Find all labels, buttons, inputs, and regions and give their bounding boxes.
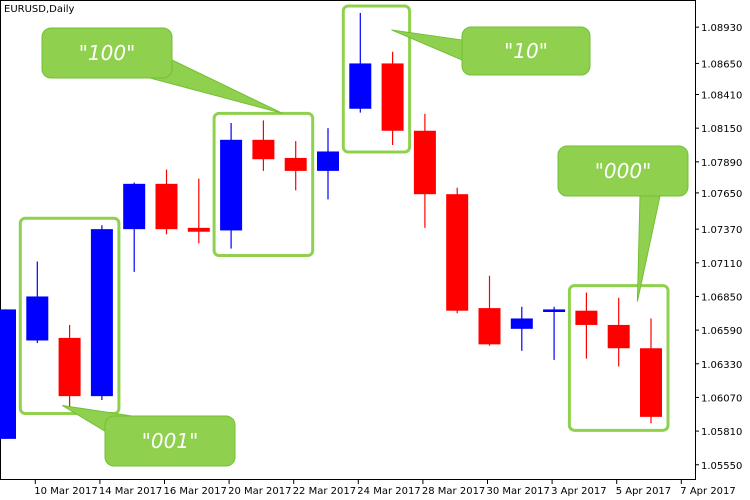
- candles: [0, 12, 662, 439]
- y-axis: 1.08930 1.08650 1.08410 1.08150 1.07890 1.076…: [695, 23, 742, 472]
- y-tick-label: 1.06590: [701, 326, 742, 337]
- x-tick-label: 30 Mar 2017: [487, 486, 550, 497]
- x-tick-label: 24 Mar 2017: [357, 486, 420, 497]
- candle-body: [381, 63, 404, 131]
- candle: [90, 225, 113, 401]
- candle-body: [26, 296, 49, 341]
- candle: [220, 122, 243, 249]
- callout-bubble: [41, 27, 173, 79]
- y-tick-label: 1.08930: [701, 23, 742, 34]
- candle-body: [575, 310, 598, 325]
- candle: [155, 169, 178, 235]
- pattern-box: [212, 111, 315, 258]
- candle: [284, 141, 307, 191]
- x-tick-label: 10 Mar 2017: [34, 486, 97, 497]
- y-tick-label: 1.08150: [701, 124, 742, 135]
- callout: "100": [41, 27, 283, 114]
- y-tick-label: 1.05550: [701, 461, 742, 472]
- y-tick-label: 1.07890: [701, 158, 742, 169]
- callout-bubble: [557, 145, 689, 197]
- y-tick-label: 1.06330: [701, 360, 742, 371]
- candle-body: [446, 194, 469, 311]
- candle-body: [123, 183, 146, 230]
- callout-label: "10": [504, 39, 548, 63]
- candle: [381, 51, 404, 145]
- x-tick-label: 22 Mar 2017: [293, 486, 356, 497]
- candle-body: [317, 151, 339, 171]
- callout-label: "100": [79, 41, 136, 65]
- candle: [0, 309, 16, 439]
- callouts: "100" "10" "001" "000": [41, 26, 689, 467]
- candle-body: [220, 139, 243, 231]
- candle: [640, 318, 662, 424]
- y-tick-label: 1.07650: [701, 189, 742, 200]
- candle-body: [284, 157, 307, 171]
- pattern-box: [341, 4, 412, 154]
- plot-frame: [0, 0, 696, 480]
- candle-body: [510, 318, 533, 329]
- callout-pointer: [391, 29, 463, 61]
- candle-body: [413, 130, 436, 195]
- x-tick-label: 20 Mar 2017: [228, 486, 291, 497]
- callout: "000": [557, 145, 689, 302]
- x-tick-label: 7 Apr 2017: [680, 486, 735, 497]
- pattern-boxes: [18, 4, 670, 432]
- candle-body: [640, 348, 662, 417]
- candle-body: [155, 183, 178, 230]
- candle: [510, 306, 533, 351]
- x-tick-label: 3 Apr 2017: [551, 486, 606, 497]
- y-tick-label: 1.06070: [701, 393, 742, 404]
- callout-bubble: [461, 26, 591, 76]
- candle: [446, 187, 469, 314]
- candle: [607, 297, 630, 367]
- candle-body: [543, 309, 566, 312]
- y-tick-label: 1.08650: [701, 59, 742, 70]
- pattern-box: [18, 216, 121, 416]
- x-tick-label: 28 Mar 2017: [422, 486, 485, 497]
- candle-body: [478, 308, 501, 345]
- candle-body: [607, 324, 630, 349]
- candle: [478, 275, 501, 346]
- y-tick-label: 1.05810: [701, 427, 742, 438]
- candle: [26, 261, 49, 344]
- candle-body: [252, 139, 275, 160]
- candle: [349, 12, 372, 113]
- callout-label: "000": [595, 159, 652, 183]
- candle-body: [90, 229, 113, 397]
- candle-body: [58, 337, 81, 397]
- candle: [543, 306, 566, 360]
- candle: [575, 292, 598, 359]
- candle: [187, 178, 210, 244]
- chart-title: EURUSD,Daily: [4, 4, 75, 15]
- x-axis: 10 Mar 2017 14 Mar 2017 16 Mar 2017 20 Mar …: [34, 479, 736, 497]
- y-tick-label: 1.08410: [701, 91, 742, 102]
- callout-label: "001": [142, 429, 199, 453]
- candle: [58, 324, 81, 407]
- x-tick-label: 16 Mar 2017: [164, 486, 227, 497]
- pattern-box: [567, 284, 670, 432]
- x-tick-label: 14 Mar 2017: [99, 486, 162, 497]
- candle-body: [349, 63, 372, 109]
- plot-border: [0, 0, 696, 480]
- candle: [317, 128, 339, 200]
- y-tick-label: 1.07370: [701, 225, 742, 236]
- callout: "001": [62, 405, 236, 467]
- candle-body: [187, 227, 210, 232]
- candle: [252, 120, 275, 171]
- y-tick-label: 1.06850: [701, 292, 742, 303]
- callout-bubble: [104, 415, 236, 467]
- y-tick-label: 1.07110: [701, 259, 742, 270]
- candle: [123, 182, 146, 272]
- candle: [413, 113, 436, 228]
- x-tick-label: 5 Apr 2017: [616, 486, 671, 497]
- candle-body: [0, 309, 16, 439]
- callout: "10": [391, 26, 591, 76]
